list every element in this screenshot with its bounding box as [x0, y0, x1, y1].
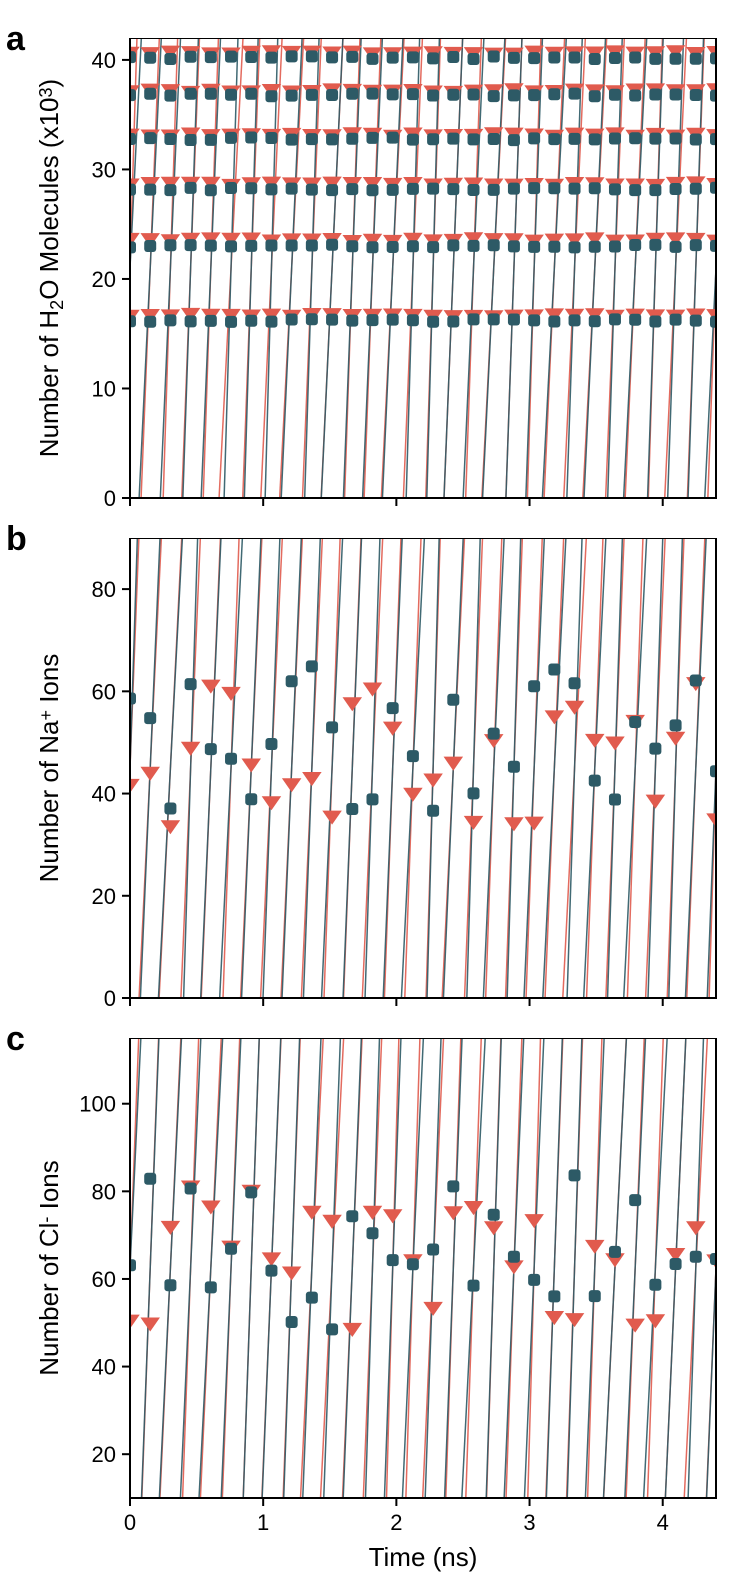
- y-axis-title-a: Number of H2O Molecules (x103): [34, 79, 67, 457]
- y-axis-title-c: Number of Cl- Ions: [34, 1160, 64, 1376]
- svg-text:4: 4: [657, 1510, 669, 1535]
- svg-text:20: 20: [92, 1442, 116, 1467]
- svg-text:100: 100: [79, 1092, 116, 1117]
- svg-text:60: 60: [92, 1267, 116, 1292]
- svg-text:0: 0: [124, 1510, 136, 1535]
- svg-text:20: 20: [92, 884, 116, 909]
- x-axis-title: Time (ns): [369, 1542, 478, 1572]
- svg-text:60: 60: [92, 679, 116, 704]
- svg-text:20: 20: [92, 267, 116, 292]
- svg-text:40: 40: [92, 48, 116, 73]
- svg-text:2: 2: [390, 1510, 402, 1535]
- svg-text:40: 40: [92, 1355, 116, 1380]
- panel-b: 0 20 40 60 80 Number of Na+ Ions: [0, 538, 746, 1018]
- svg-text:30: 30: [92, 157, 116, 182]
- svg-text:3: 3: [523, 1510, 535, 1535]
- svg-text:0: 0: [104, 486, 116, 511]
- svg-text:40: 40: [92, 782, 116, 807]
- y-axis-title-b: Number of Na+ Ions: [34, 654, 64, 883]
- panel-a: 0 10 20 30 40 Number of H2O Molecules (x103): [0, 38, 746, 518]
- svg-text:80: 80: [92, 577, 116, 602]
- svg-text:10: 10: [92, 376, 116, 401]
- figure: a010203040Number of H2O Molecules (x103)…: [0, 0, 746, 1583]
- svg-text:80: 80: [92, 1179, 116, 1204]
- svg-text:0: 0: [104, 986, 116, 1011]
- panel-c: 20 40 60 80 100 0 1 2 3 4 Number of Cl- Ions Time (…: [0, 1038, 746, 1588]
- svg-text:1: 1: [257, 1510, 269, 1535]
